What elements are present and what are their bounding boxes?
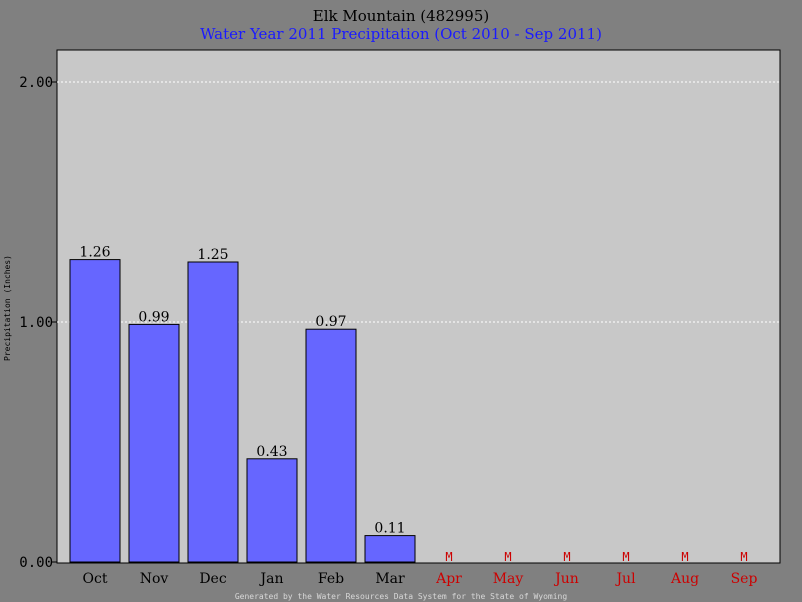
x-tick-label-sep: Sep xyxy=(731,571,758,587)
bar-nov xyxy=(128,323,180,563)
x-tick-label-oct: Oct xyxy=(83,571,108,587)
ticks-layer: 0.00 1.00 2.00 xyxy=(19,75,57,571)
y-tick-label-1: 1.00 xyxy=(19,315,53,331)
grid-layer xyxy=(57,81,780,323)
bar-feb xyxy=(305,328,357,563)
x-tick-label-mar: Mar xyxy=(375,571,405,587)
missing-label-sep: M xyxy=(740,550,747,564)
x-tick-label-jan: Jan xyxy=(259,571,284,587)
missing-label-may: M xyxy=(504,550,511,564)
y-axis-label: Precipitation (Inches) xyxy=(3,255,12,361)
x-tick-label-nov: Nov xyxy=(140,571,169,587)
data-label-mar: 0.11 xyxy=(374,521,405,537)
bars-layer: 1.26 Oct 0.99 Nov 1.25 Dec 0.43 Jan 0.97 Feb 0.11 M… xyxy=(69,245,758,587)
bar-oct xyxy=(69,259,121,563)
x-tick-label-dec: Dec xyxy=(199,571,227,587)
missing-label-aug: M xyxy=(681,550,688,564)
chart-subtitle: Water Year 2011 Precipitation (Oct 2010 … xyxy=(200,25,602,43)
data-label-nov: 0.99 xyxy=(138,309,169,325)
chart-title: Elk Mountain (482995) xyxy=(313,7,489,25)
x-tick-label-jul: Jul xyxy=(614,571,636,587)
data-label-feb: 0.97 xyxy=(315,314,346,330)
y-tick-label-2: 2.00 xyxy=(19,75,53,91)
missing-label-jul: M xyxy=(622,550,629,564)
footer-note: Generated by the Water Resources Data Sy… xyxy=(235,592,568,601)
x-tick-label-feb: Feb xyxy=(318,571,344,587)
data-label-jan: 0.43 xyxy=(256,444,287,460)
bar-dec xyxy=(187,261,239,563)
x-tick-label-aug: Aug xyxy=(670,571,699,587)
x-tick-label-may: May xyxy=(493,571,524,587)
data-label-dec: 1.25 xyxy=(197,247,228,263)
x-tick-label-apr: Apr xyxy=(435,571,462,587)
missing-label-apr: M xyxy=(445,550,452,564)
bar-mar xyxy=(364,535,416,563)
y-tick-label-0: 0.00 xyxy=(19,555,53,571)
missing-label-jun: M xyxy=(563,550,570,564)
bar-jan xyxy=(246,458,298,563)
x-tick-label-jun: Jun xyxy=(553,571,579,587)
data-label-oct: 1.26 xyxy=(79,245,110,261)
